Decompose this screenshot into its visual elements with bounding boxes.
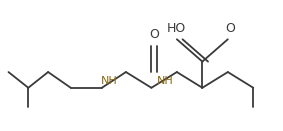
- Text: NH: NH: [157, 76, 174, 86]
- Text: HO: HO: [167, 22, 186, 35]
- Text: O: O: [149, 28, 159, 41]
- Text: NH: NH: [100, 76, 117, 86]
- Text: O: O: [226, 22, 235, 35]
